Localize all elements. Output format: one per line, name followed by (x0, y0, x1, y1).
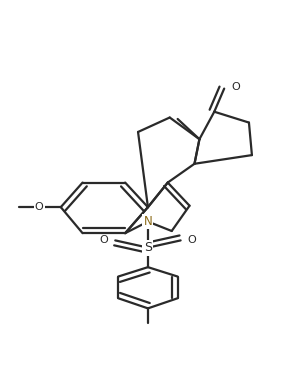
Text: N: N (144, 215, 152, 228)
Text: S: S (144, 241, 152, 254)
Text: O: O (35, 202, 43, 212)
Text: O: O (231, 82, 240, 92)
Text: O: O (99, 235, 108, 245)
Text: O: O (188, 235, 197, 245)
